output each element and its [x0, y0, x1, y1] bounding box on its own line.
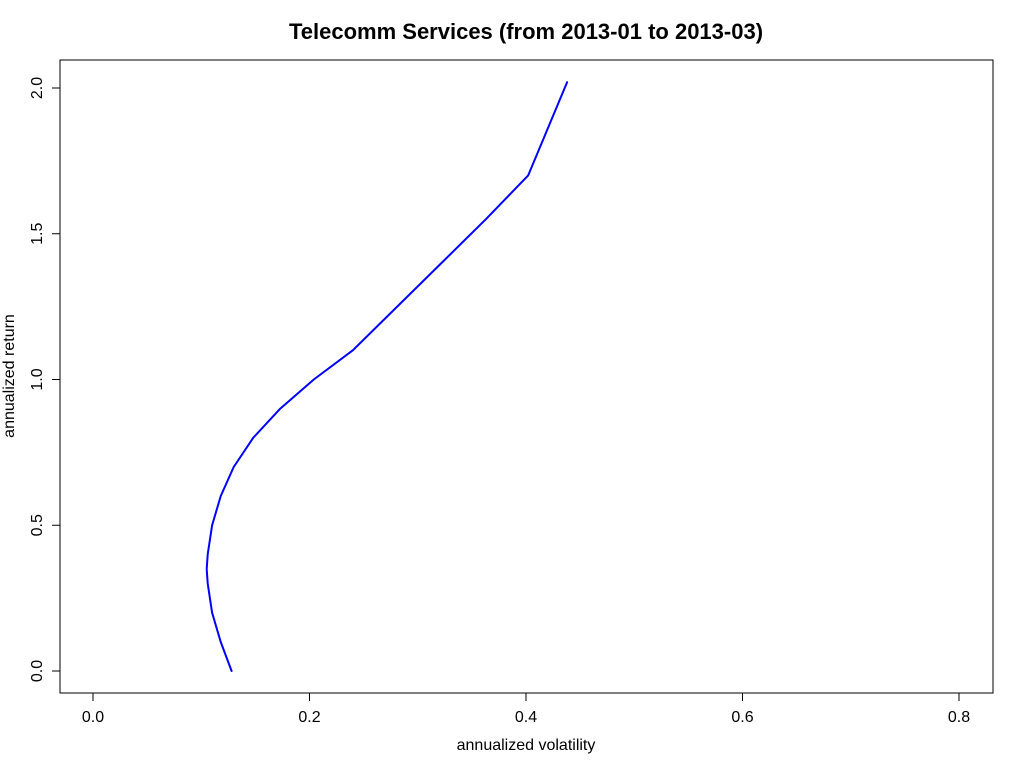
- series-group: [205, 81, 569, 672]
- chart-title: Telecomm Services (from 2013-01 to 2013-…: [289, 19, 763, 44]
- x-tick-label: 0.0: [82, 709, 104, 726]
- x-tick-label: 0.2: [298, 709, 320, 726]
- y-tick-label: 1.5: [29, 223, 46, 245]
- x-axis: 0.0 0.2 0.4 0.6 0.8: [82, 692, 970, 726]
- x-tick-label: 0.4: [515, 709, 537, 726]
- x-axis-label: annualized volatility: [457, 737, 596, 754]
- x-tick-label: 0.6: [731, 709, 753, 726]
- y-axis: 0.0 0.5 1.0 1.5 2.0: [29, 77, 61, 682]
- y-tick-label: 1.0: [29, 368, 46, 390]
- x-tick-label: 0.8: [948, 709, 970, 726]
- series-line: [205, 81, 569, 672]
- y-tick-label: 2.0: [29, 77, 46, 99]
- y-tick-label: 0.5: [29, 514, 46, 536]
- y-tick-label: 0.0: [29, 660, 46, 682]
- plot-area-border: [59, 59, 994, 694]
- y-axis-label: annualized return: [1, 314, 18, 438]
